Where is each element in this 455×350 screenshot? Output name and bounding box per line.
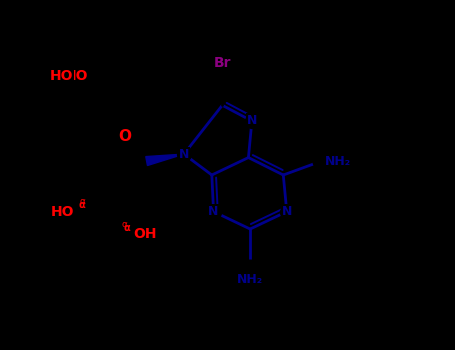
Point: [210, 209, 217, 215]
Point: [73, 83, 81, 89]
Polygon shape: [146, 154, 184, 166]
Text: HO: HO: [50, 69, 73, 83]
Text: Br: Br: [213, 56, 231, 70]
Point: [180, 151, 187, 157]
Text: α: α: [80, 197, 86, 206]
Text: OH: OH: [135, 227, 159, 241]
Text: N: N: [208, 205, 219, 218]
Text: HO: HO: [65, 69, 89, 83]
Text: N: N: [247, 114, 257, 127]
Text: HO: HO: [49, 205, 72, 219]
Point: [283, 209, 290, 215]
Text: N: N: [179, 148, 189, 161]
Point: [247, 266, 254, 272]
Text: N: N: [282, 205, 292, 218]
Text: NH₂: NH₂: [237, 273, 263, 286]
Text: HO: HO: [51, 205, 74, 219]
Point: [219, 61, 226, 66]
Text: O: O: [118, 129, 131, 144]
Text: OH: OH: [133, 227, 157, 241]
Text: NH₂: NH₂: [324, 155, 350, 168]
Text: α: α: [124, 223, 131, 233]
Text: α: α: [78, 200, 85, 210]
Point: [318, 158, 325, 164]
Point: [121, 134, 128, 139]
Point: [248, 118, 256, 124]
Text: α: α: [121, 219, 128, 229]
